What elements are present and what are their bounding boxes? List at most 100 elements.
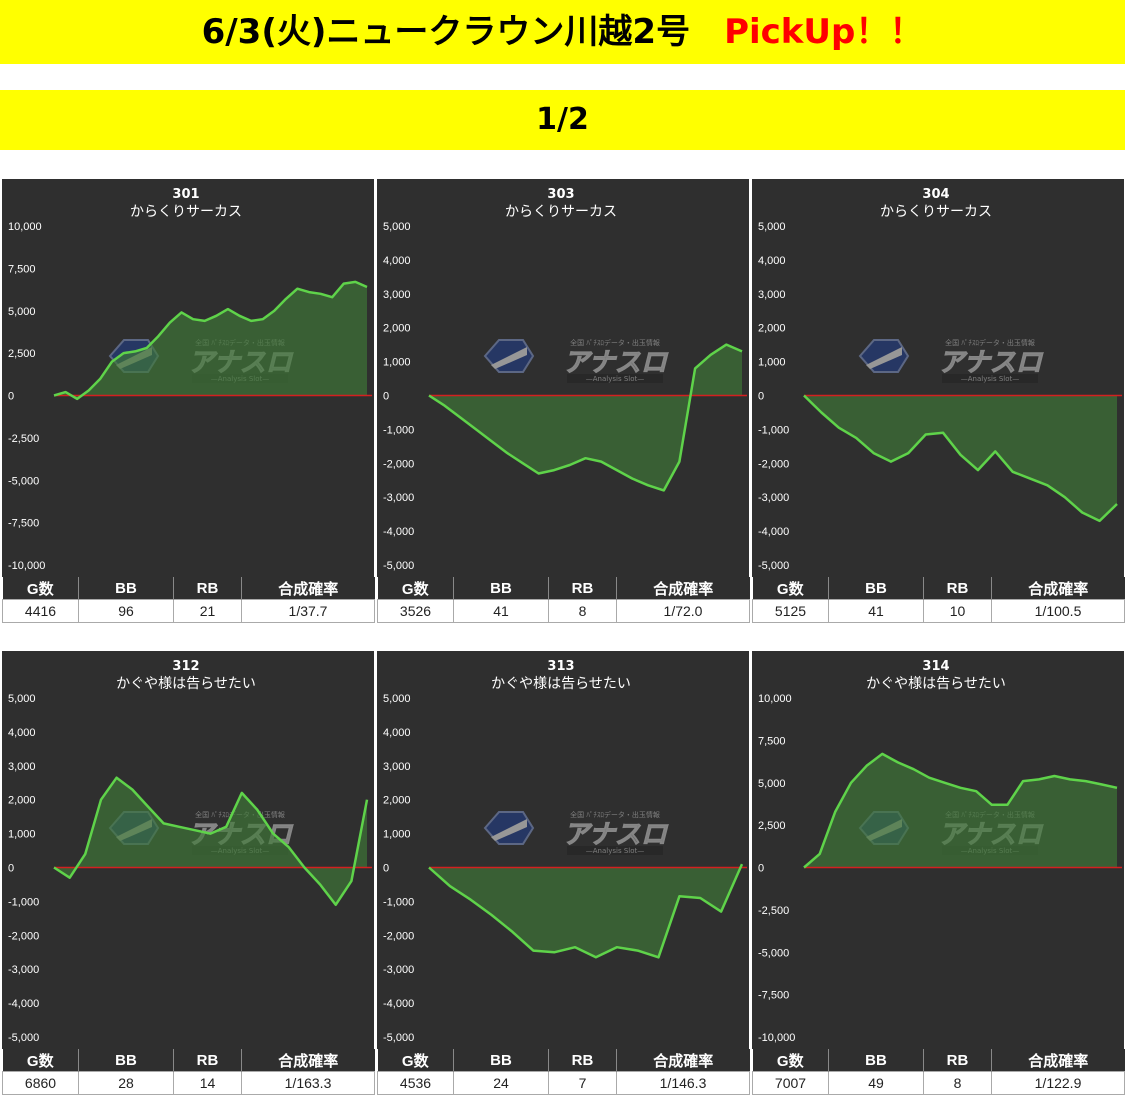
stats-table: G数 BB RB 合成確率 5125 41 10 1/100.5: [752, 577, 1125, 623]
y-tick-label: 5,000: [758, 221, 786, 233]
machine-panel: 301 からくりサーカス 10,000 7,500 5,000 2,500 0 -2,500 -…: [2, 179, 375, 623]
stat-probability: 1/72.0: [616, 599, 750, 623]
y-tick-label: 0: [383, 391, 389, 403]
machine-number: 313: [547, 659, 574, 674]
machine-number: 301: [172, 187, 199, 202]
machine-panel: 314 かぐや様は告らせたい 10,000 7,500 5,000 2,500 0 -2,50…: [752, 651, 1125, 1095]
stats-header: 合成確率: [241, 1049, 375, 1072]
stat-rb: 14: [173, 1071, 242, 1095]
y-tick-label: 1,000: [383, 357, 411, 369]
machine-title: かぐや様は告らせたい: [116, 676, 256, 692]
y-tick-label: 5,000: [8, 306, 36, 318]
y-tick-label: -2,000: [8, 930, 39, 942]
svg-text:—Analysis Slot—: —Analysis Slot—: [586, 847, 644, 855]
pickup-label: PickUp！！: [724, 12, 924, 52]
y-tick-label: -5,000: [758, 947, 789, 959]
machine-title: かぐや様は告らせたい: [491, 676, 631, 692]
stats-header: BB: [78, 1049, 174, 1072]
stats-header: RB: [173, 577, 242, 600]
stats-header: 合成確率: [991, 577, 1125, 600]
stats-header: RB: [173, 1049, 242, 1072]
svg-text:全国 ﾊﾟﾁｽﾛデータ・出玉情報: 全国 ﾊﾟﾁｽﾛデータ・出玉情報: [945, 338, 1035, 347]
stats-header: G数: [2, 577, 79, 600]
y-tick-label: 3,000: [758, 289, 786, 301]
area-fill: [429, 864, 742, 958]
series-line: [803, 752, 1118, 869]
stat-games: 3526: [377, 599, 454, 623]
series-line: [53, 776, 369, 907]
stats-header: 合成確率: [616, 1049, 750, 1072]
y-tick-label: 0: [383, 863, 389, 875]
y-tick-label: 4,000: [8, 727, 36, 739]
y-tick-label: 1,000: [8, 829, 36, 841]
chart-area: 313 かぐや様は告らせたい 5,000 4,000 3,000 2,000 1,000 0 -…: [377, 651, 749, 1049]
stats-header: RB: [548, 577, 617, 600]
y-tick-label: 2,000: [758, 323, 786, 335]
y-tick-label: 1,000: [758, 357, 786, 369]
y-tick-label: -2,000: [758, 458, 789, 470]
y-tick-label: 1,000: [383, 829, 411, 841]
y-tick-label: 2,000: [383, 323, 411, 335]
y-tick-label: -4,000: [8, 998, 39, 1010]
stats-header: 合成確率: [616, 577, 750, 600]
y-tick-label: 4,000: [758, 255, 786, 267]
machine-title: からくりサーカス: [130, 204, 242, 220]
y-tick-label: 3,000: [383, 289, 411, 301]
y-tick-label: 5,000: [8, 693, 36, 705]
stats-header: BB: [828, 577, 924, 600]
stat-bb: 24: [453, 1071, 549, 1095]
svg-text:全国 ﾊﾟﾁｽﾛデータ・出玉情報: 全国 ﾊﾟﾁｽﾛデータ・出玉情報: [570, 338, 660, 347]
stats-header: BB: [828, 1049, 924, 1072]
machine-number: 312: [172, 659, 199, 674]
stat-games: 4536: [377, 1071, 454, 1095]
stats-header: G数: [2, 1049, 79, 1072]
svg-text:全国 ﾊﾟﾁｽﾛデータ・出玉情報: 全国 ﾊﾟﾁｽﾛデータ・出玉情報: [570, 810, 660, 819]
machine-panel: 303 からくりサーカス 5,000 4,000 3,000 2,000 1,000 0 -1,…: [377, 179, 750, 623]
y-tick-label: -4,000: [383, 526, 414, 538]
stat-bb: 28: [78, 1071, 174, 1095]
y-tick-label: -1,000: [383, 896, 414, 908]
stat-games: 6860: [2, 1071, 79, 1095]
area-chart: 303 からくりサーカス 5,000 4,000 3,000 2,000 1,000 0 -1,…: [383, 187, 747, 572]
chart-area: 314 かぐや様は告らせたい 10,000 7,500 5,000 2,500 0 -2,50…: [752, 651, 1124, 1049]
svg-text:—Analysis Slot—: —Analysis Slot—: [586, 375, 644, 383]
stat-probability: 1/37.7: [241, 599, 375, 623]
series-line: [428, 863, 744, 959]
svg-text:アナスロ: アナスロ: [938, 348, 1043, 378]
y-tick-label: -1,000: [383, 424, 414, 436]
stats-table: G数 BB RB 合成確率 7007 49 8 1/122.9: [752, 1049, 1125, 1095]
machine-panel: 304 からくりサーカス 5,000 4,000 3,000 2,000 1,000 0 -1,…: [752, 179, 1125, 623]
y-tick-label: 4,000: [383, 727, 411, 739]
y-tick-label: -5,000: [758, 560, 789, 572]
stats-table: G数 BB RB 合成確率 4416 96 21 1/37.7: [2, 577, 375, 623]
stat-bb: 96: [78, 599, 174, 623]
y-tick-label: -10,000: [758, 1032, 795, 1044]
y-tick-label: 2,000: [8, 795, 36, 807]
y-tick-label: 3,000: [383, 761, 411, 773]
y-tick-label: -5,000: [8, 475, 39, 487]
stat-probability: 1/122.9: [991, 1071, 1125, 1095]
stats-table: G数 BB RB 合成確率 4536 24 7 1/146.3: [377, 1049, 750, 1095]
y-tick-label: -7,500: [758, 990, 789, 1002]
stats-table: G数 BB RB 合成確率 3526 41 8 1/72.0: [377, 577, 750, 623]
y-tick-label: 7,500: [8, 263, 36, 275]
series-line: [428, 343, 743, 492]
y-tick-label: -5,000: [383, 560, 414, 572]
series-line: [53, 280, 368, 401]
stats-table: G数 BB RB 合成確率 6860 28 14 1/163.3: [2, 1049, 375, 1095]
y-tick-label: -2,500: [8, 433, 39, 445]
stats-header: RB: [923, 577, 992, 600]
svg-text:アナスロ: アナスロ: [563, 348, 668, 378]
stats-header: G数: [377, 1049, 454, 1072]
stat-bb: 41: [453, 599, 549, 623]
stat-rb: 8: [548, 599, 617, 623]
machine-panel: 313 かぐや様は告らせたい 5,000 4,000 3,000 2,000 1,000 0 -…: [377, 651, 750, 1095]
y-tick-label: -4,000: [383, 998, 414, 1010]
y-tick-label: -2,500: [758, 905, 789, 917]
chart-area: 303 からくりサーカス 5,000 4,000 3,000 2,000 1,000 0 -1,…: [377, 179, 749, 577]
stats-header: G数: [377, 577, 454, 600]
stat-probability: 1/100.5: [991, 599, 1125, 623]
